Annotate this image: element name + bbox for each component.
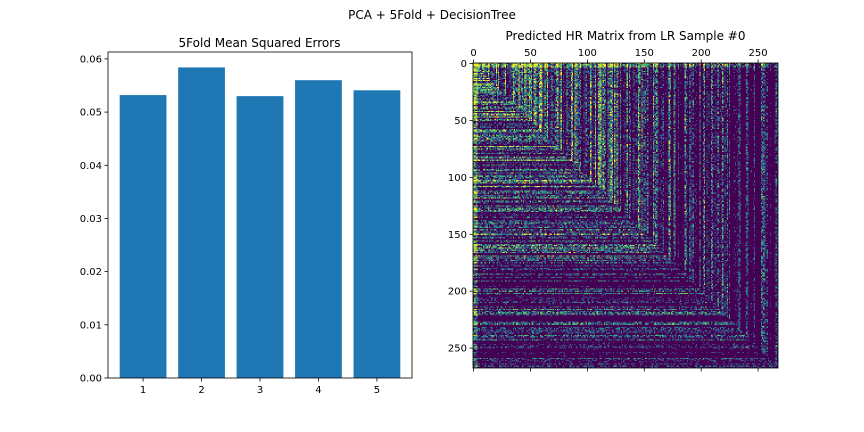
heatmap-y-tick-label: 250	[448, 344, 467, 355]
bar-x-tick-label: 2	[198, 385, 204, 396]
bar-chart: 5Fold Mean Squared Errors 0.000.010.020.…	[80, 36, 413, 396]
bar-chart-frame	[107, 51, 413, 379]
bar-marks	[119, 67, 401, 379]
bar-1	[119, 95, 167, 379]
bar-x-axis: 1 2 3 4 5	[140, 378, 380, 396]
bar-5	[353, 90, 401, 378]
heatmap-y-tick-label: 200	[448, 287, 467, 298]
bar-y-tick-label: 0.06	[80, 54, 102, 65]
heatmap-chart: Predicted HR Matrix from LR Sample #0 0 5…	[448, 29, 779, 372]
heatmap-y-tick-label: 50	[454, 116, 467, 127]
bar-y-tick-label: 0.00	[80, 374, 102, 385]
heatmap-y-tick-label: 0	[461, 59, 467, 70]
bar-y-tick-label: 0.01	[80, 320, 102, 331]
bar-2	[178, 67, 225, 378]
heatmap-x-tick-label: 250	[749, 48, 768, 59]
bar-x-tick-label: 4	[315, 385, 321, 396]
heatmap-title: Predicted HR Matrix from LR Sample #0	[506, 29, 746, 43]
bar-y-tick-label: 0.03	[80, 214, 102, 225]
heatmap-y-tick-label: 150	[448, 230, 467, 241]
heatmap-image	[473, 63, 778, 368]
heatmap-y-tick-label: 100	[448, 173, 467, 184]
bar-y-tick-label: 0.04	[80, 161, 102, 172]
bar-x-tick-label: 3	[257, 385, 263, 396]
bar-chart-title: 5Fold Mean Squared Errors	[179, 36, 341, 50]
bar-3	[236, 96, 284, 379]
heatmap-x-tick-label: 100	[578, 48, 597, 59]
bar-y-tick-label: 0.02	[80, 267, 102, 278]
bar-x-tick-label: 5	[374, 385, 380, 396]
heatmap-y-axis: 0 50 100 150 200 250	[448, 59, 473, 355]
heatmap-x-tick-label: 200	[692, 48, 711, 59]
heatmap-x-axis: 0 50 100 150 200 250	[470, 48, 768, 372]
heatmap-x-tick-label: 50	[524, 48, 537, 59]
figure-suptitle: PCA + 5Fold + DecisionTree	[348, 8, 516, 22]
heatmap-frame	[472, 62, 779, 369]
bar-4	[295, 80, 342, 378]
bar-y-axis: 0.00 0.01 0.02 0.03 0.04 0.05 0.06	[80, 54, 108, 385]
heatmap-x-tick-label: 150	[635, 48, 654, 59]
heatmap-x-tick-label: 0	[470, 48, 476, 59]
bar-y-tick-label: 0.05	[80, 108, 102, 119]
bar-x-tick-label: 1	[140, 385, 146, 396]
